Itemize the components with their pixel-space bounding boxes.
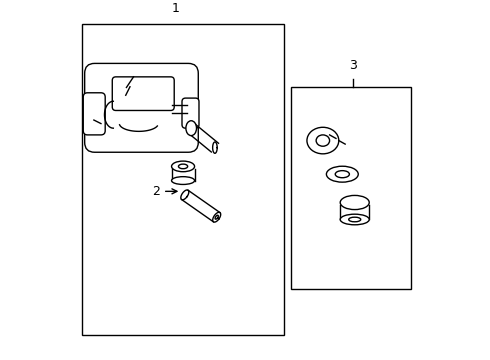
Ellipse shape — [335, 171, 349, 178]
Ellipse shape — [172, 177, 195, 184]
Ellipse shape — [178, 164, 188, 169]
Ellipse shape — [340, 214, 369, 225]
FancyBboxPatch shape — [83, 93, 105, 135]
Ellipse shape — [316, 135, 330, 146]
Text: 2: 2 — [152, 185, 177, 198]
FancyBboxPatch shape — [112, 77, 174, 111]
Text: 3: 3 — [349, 59, 357, 72]
Ellipse shape — [340, 195, 369, 210]
Ellipse shape — [349, 217, 361, 222]
FancyBboxPatch shape — [85, 63, 198, 152]
Bar — [82, 24, 284, 335]
FancyBboxPatch shape — [182, 98, 199, 128]
Bar — [291, 87, 411, 289]
Ellipse shape — [186, 121, 196, 136]
Ellipse shape — [326, 166, 358, 182]
Text: 1: 1 — [172, 2, 180, 15]
Ellipse shape — [307, 127, 339, 154]
Ellipse shape — [172, 161, 195, 172]
